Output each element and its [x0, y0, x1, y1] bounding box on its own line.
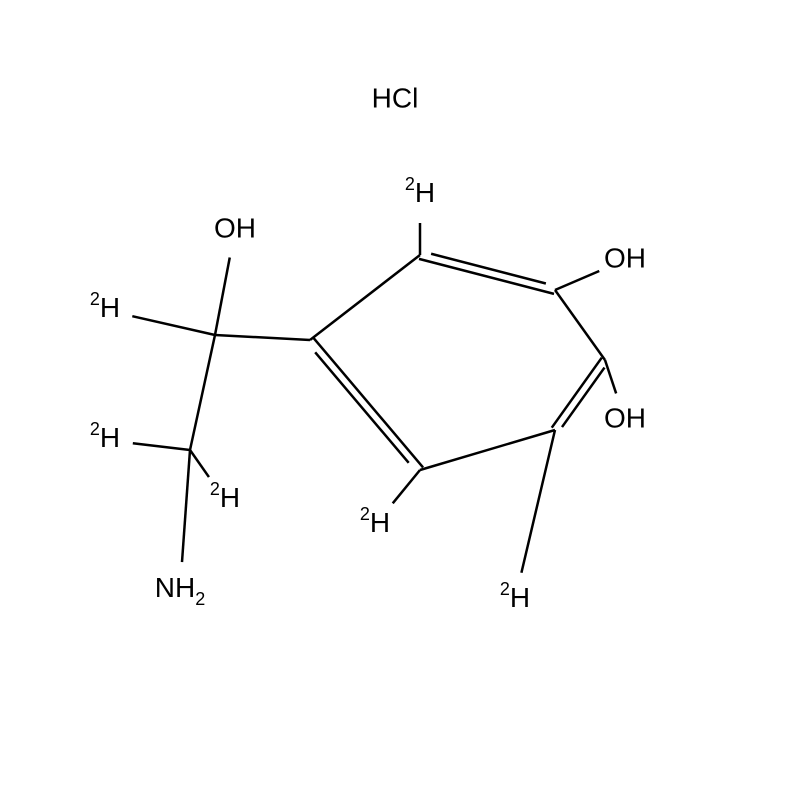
atom-label-h2_top: 2H [405, 174, 435, 209]
atom-label-h2_l2: 2H [90, 419, 120, 454]
atom-label-h2_l1: 2H [90, 289, 120, 324]
atom-label-oh_r1: OH [604, 242, 646, 273]
atom-label-nh2: NH2 [155, 572, 205, 608]
atom-label-h2_l3: 2H [210, 479, 240, 514]
atom-label-h2_b1: 2H [360, 504, 390, 539]
molecule-diagram: HCl 2H OH OH OH 2H 2H 2H NH2 2H 2H [0, 0, 800, 800]
atom-label-hcl: HCl [372, 82, 419, 113]
atom-label-oh_r2: OH [604, 402, 646, 433]
atom-label-h2_b2: 2H [500, 579, 530, 614]
atom-label-oh_l: OH [214, 212, 256, 243]
